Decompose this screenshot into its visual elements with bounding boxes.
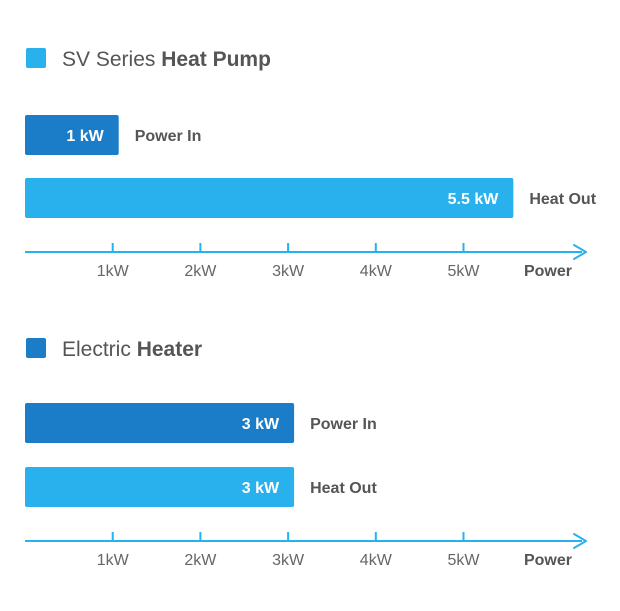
chart-title: Electric Heater [62,338,202,361]
x-tick-label: 2kW [184,552,217,569]
x-axis-title: Power [524,263,572,280]
bar-value-label: 1 kW [66,128,104,145]
chart-title-bold: Heat Pump [161,48,271,71]
bar-power-in [25,403,295,443]
category-label: Heat Out [310,480,377,497]
bar-heat-out [25,467,295,507]
legend-swatch [26,338,46,358]
bar-value-label: 3 kW [242,416,280,433]
chart-title-light: SV Series [62,48,155,71]
x-tick-label: 5kW [448,552,481,569]
x-tick-label: 4kW [360,263,393,280]
category-label: Heat Out [529,191,596,208]
x-tick-label: 4kW [360,552,393,569]
legend-swatch [26,48,46,68]
x-tick-label: 2kW [184,263,217,280]
x-axis-arrow [573,533,587,549]
chart-title-bold: Heater [137,338,202,361]
x-axis-title: Power [524,552,572,569]
x-tick-label: 3kW [272,552,305,569]
bar-value-label: 5.5 kW [448,191,500,208]
chart-title: SV Series Heat Pump [62,48,271,71]
bar-power-in [25,115,119,155]
x-tick-label: 3kW [272,263,305,280]
x-tick-label: 1kW [97,263,130,280]
bar-heat-out [25,178,514,218]
x-axis-arrow [573,244,587,260]
chart-title-light: Electric [62,338,131,361]
x-tick-label: 5kW [448,263,481,280]
category-label: Power In [135,128,202,145]
category-label: Power In [310,416,377,433]
x-tick-label: 1kW [97,552,130,569]
bar-value-label: 3 kW [242,480,280,497]
